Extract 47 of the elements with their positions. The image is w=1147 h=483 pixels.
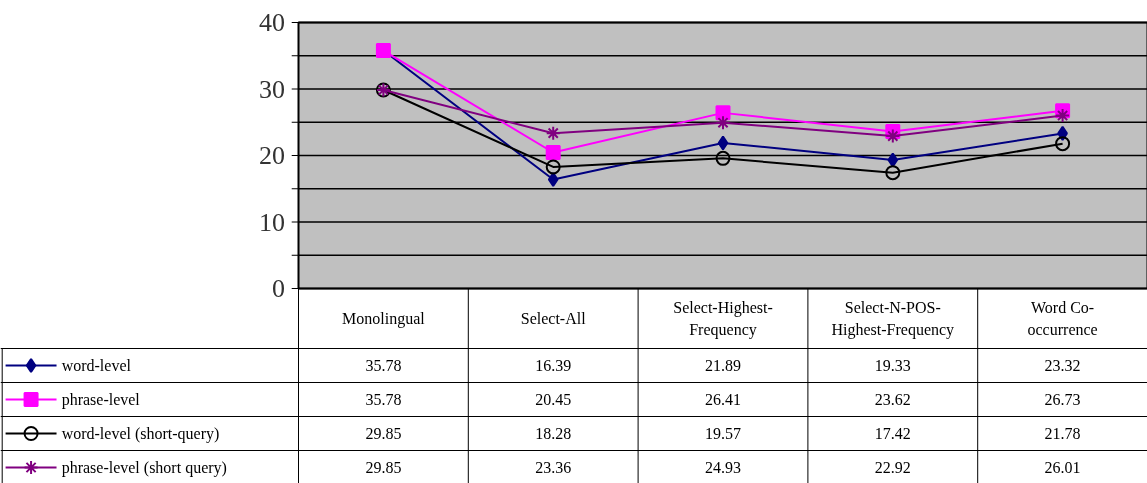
x-tick-label: Word Co- occurrence — [1027, 298, 1098, 339]
point — [1055, 136, 1071, 152]
data-label: 24.93 — [705, 459, 741, 476]
data-label: 19.57 — [705, 425, 741, 442]
data-label: 29.85 — [365, 425, 402, 442]
data-label: 17.42 — [874, 425, 911, 442]
point — [547, 172, 559, 188]
legend-label: phrase-level — [61, 391, 141, 409]
data-label: 23.62 — [874, 391, 911, 408]
y-tick-label: 0 — [271, 274, 285, 303]
data-label: 23.32 — [1044, 357, 1081, 374]
x-tick-label: Monolingual — [342, 310, 426, 328]
data-label: 20.45 — [535, 391, 572, 408]
point — [715, 150, 731, 166]
data-label: 26.41 — [705, 391, 741, 408]
data-label: 18.28 — [535, 425, 572, 442]
data-label: 26.73 — [1044, 391, 1081, 408]
data-label: 16.39 — [535, 357, 572, 374]
data-label: 22.92 — [874, 459, 911, 476]
point — [887, 152, 899, 168]
data-label: 21.78 — [1044, 425, 1081, 442]
legend-label: word-level — [61, 357, 132, 374]
point — [885, 128, 901, 144]
y-tick-label: 10 — [258, 207, 285, 237]
legend-label: word-level (short-query) — [61, 425, 220, 443]
point — [715, 105, 731, 121]
point — [545, 159, 561, 175]
point — [885, 165, 901, 181]
data-label: 29.85 — [365, 459, 402, 476]
data-label: 35.78 — [365, 357, 402, 374]
point — [715, 115, 731, 131]
y-tick-label: 40 — [258, 8, 285, 37]
data-label: 23.36 — [535, 459, 572, 476]
data-label: 26.01 — [1044, 459, 1081, 476]
x-tick-label: Select-All — [520, 310, 587, 327]
data-label: 21.89 — [705, 357, 741, 374]
x-tick-label: Select-N-POS- Highest-Frequency — [831, 298, 955, 340]
y-tick-label: 30 — [258, 74, 285, 104]
point — [717, 135, 729, 151]
data-label: 35.78 — [365, 391, 402, 408]
point — [1055, 108, 1071, 124]
legend-label: phrase-level (short query) — [61, 459, 227, 477]
x-tick-label: Select-Highest- Frequency — [673, 298, 773, 340]
data-label: 19.33 — [874, 357, 911, 374]
point — [545, 125, 561, 141]
y-tick-label: 20 — [258, 141, 285, 170]
point — [545, 145, 561, 161]
